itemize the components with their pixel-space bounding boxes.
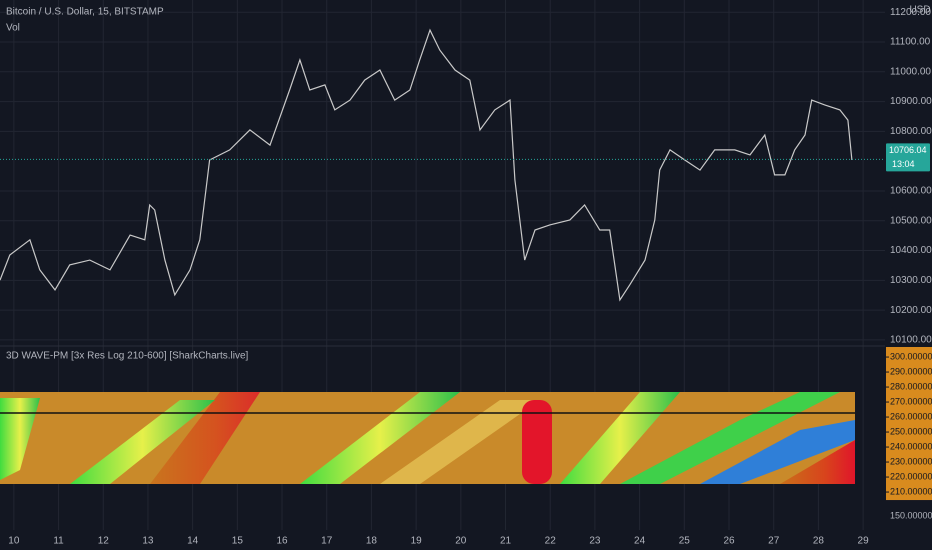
last-price-box: [886, 143, 930, 172]
x-tick-label: 20: [455, 536, 467, 547]
price-line: [0, 28, 853, 302]
chart-title: Bitcoin / U.S. Dollar, 15, BITSTAMP: [6, 7, 164, 18]
y-tick-label: 11000.00: [890, 66, 931, 77]
x-tick-label: 28: [813, 536, 825, 547]
x-tick-label: 25: [679, 536, 691, 547]
y-tick-label: 250.000000: [890, 426, 932, 436]
y-tick-label: 10800.00: [890, 126, 932, 137]
x-tick-label: 21: [500, 536, 512, 547]
indicator-axis-strip: [886, 347, 932, 501]
x-tick-label: 16: [276, 536, 288, 547]
x-tick-label: 15: [232, 536, 244, 547]
heat-band: [300, 392, 460, 484]
x-tick-label: 23: [589, 536, 601, 547]
x-tick-label: 24: [634, 536, 646, 547]
x-tick-label: 19: [411, 536, 423, 547]
heatmap: [0, 392, 855, 484]
y-tick-label: 10400.00: [890, 245, 932, 256]
y-tick-label: 10300.00: [890, 275, 932, 286]
x-tick-label: 12: [98, 536, 110, 547]
y-tick-label: 10900.00: [890, 96, 932, 107]
heat-band: [700, 420, 855, 484]
currency: USD: [909, 5, 930, 16]
heat-band: [70, 400, 215, 484]
reference-label: 150.000000: [890, 510, 932, 520]
y-tick-label: 280.000000: [890, 381, 932, 391]
x-tick-label: 29: [858, 536, 870, 547]
countdown: 13:04: [892, 159, 915, 169]
y-tick-label: 10500.00: [890, 215, 932, 226]
heat-band: [620, 392, 840, 484]
x-tick-label: 17: [321, 536, 333, 547]
x-tick-label: 11: [53, 536, 64, 547]
volume-label: Vol: [6, 23, 20, 34]
x-tick-label: 26: [723, 536, 735, 547]
x-tick-label: 14: [187, 536, 199, 547]
y-tick-label: 220.000000: [890, 471, 932, 481]
y-tick-label: 300.000000: [890, 351, 932, 361]
last-price: 10706.04: [889, 145, 927, 155]
y-tick-label: 230.000000: [890, 456, 932, 466]
y-tick-label: 10100.00: [890, 335, 932, 346]
y-tick-label: 260.000000: [890, 411, 932, 421]
heat-band: [560, 392, 680, 484]
y-tick-label: 240.000000: [890, 441, 932, 451]
y-tick-label: 11200.00: [890, 7, 931, 18]
x-tick-label: 10: [8, 536, 20, 547]
heat-band: [0, 398, 40, 480]
heat-band: [380, 400, 540, 484]
heat-peak: [522, 400, 552, 484]
y-tick-label: 290.000000: [890, 366, 932, 376]
y-tick-label: 11100.00: [890, 37, 931, 48]
y-tick-label: 270.000000: [890, 396, 932, 406]
y-tick-label: 10200.00: [890, 305, 932, 316]
heat-band: [780, 440, 855, 484]
y-tick-label: 10600.00: [890, 186, 932, 197]
x-tick-label: 27: [768, 536, 780, 547]
heat-band: [150, 392, 260, 484]
x-tick-label: 22: [545, 536, 557, 547]
x-tick-label: 13: [142, 536, 154, 547]
indicator-title: 3D WAVE-PM [3x Res Log 210-600] [SharkCh…: [6, 351, 249, 362]
x-tick-label: 18: [366, 536, 378, 547]
y-tick-label: 210.000000: [890, 486, 932, 496]
